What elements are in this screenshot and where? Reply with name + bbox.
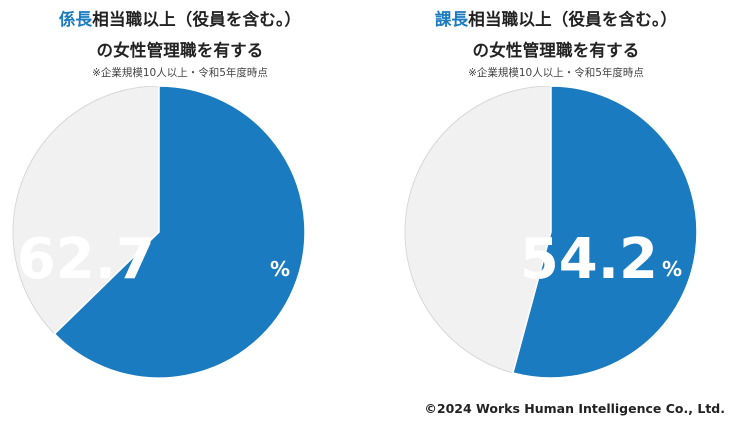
- chart-title-rest: 相当職以上（役員を含む。）: [92, 10, 302, 29]
- pie-value-label: 62.7: [17, 227, 155, 292]
- pie-unit-label: %: [662, 257, 682, 281]
- chart-title-accent: 課長: [434, 10, 469, 29]
- chart-title-accent: 係長: [58, 10, 93, 29]
- chart-note: ※企業規模10人以上・令和5年度時点: [92, 67, 268, 79]
- chart-title-rest: 相当職以上（役員を含む。）: [468, 10, 678, 29]
- chart-note: ※企業規模10人以上・令和5年度時点: [468, 67, 644, 79]
- pie-chart: 62.7 %: [12, 86, 306, 379]
- chart-title-line1: 課長相当職以上（役員を含む。）: [376, 6, 736, 30]
- chart-panel-kakarichou: 係長相当職以上（役員を含む。） の女性管理職を有する ※企業規模10人以上・令和…: [0, 0, 360, 426]
- chart-title-line1: 係長相当職以上（役員を含む。）: [0, 6, 360, 30]
- copyright-text: ©2024 Works Human Intelligence Co., Ltd.: [424, 401, 725, 416]
- pie-chart: 54.2 %: [404, 86, 698, 379]
- chart-title-line2: の女性管理職を有する: [472, 41, 640, 60]
- pie-unit-label: %: [270, 257, 290, 281]
- pie-slice-share: [511, 86, 698, 379]
- pie-value-label: 54.2: [520, 227, 658, 292]
- pie-slice-share: [53, 86, 306, 379]
- chart-title-line2: の女性管理職を有する: [96, 41, 264, 60]
- chart-panel-kachou: 課長相当職以上（役員を含む。） の女性管理職を有する ※企業規模10人以上・令和…: [376, 0, 736, 426]
